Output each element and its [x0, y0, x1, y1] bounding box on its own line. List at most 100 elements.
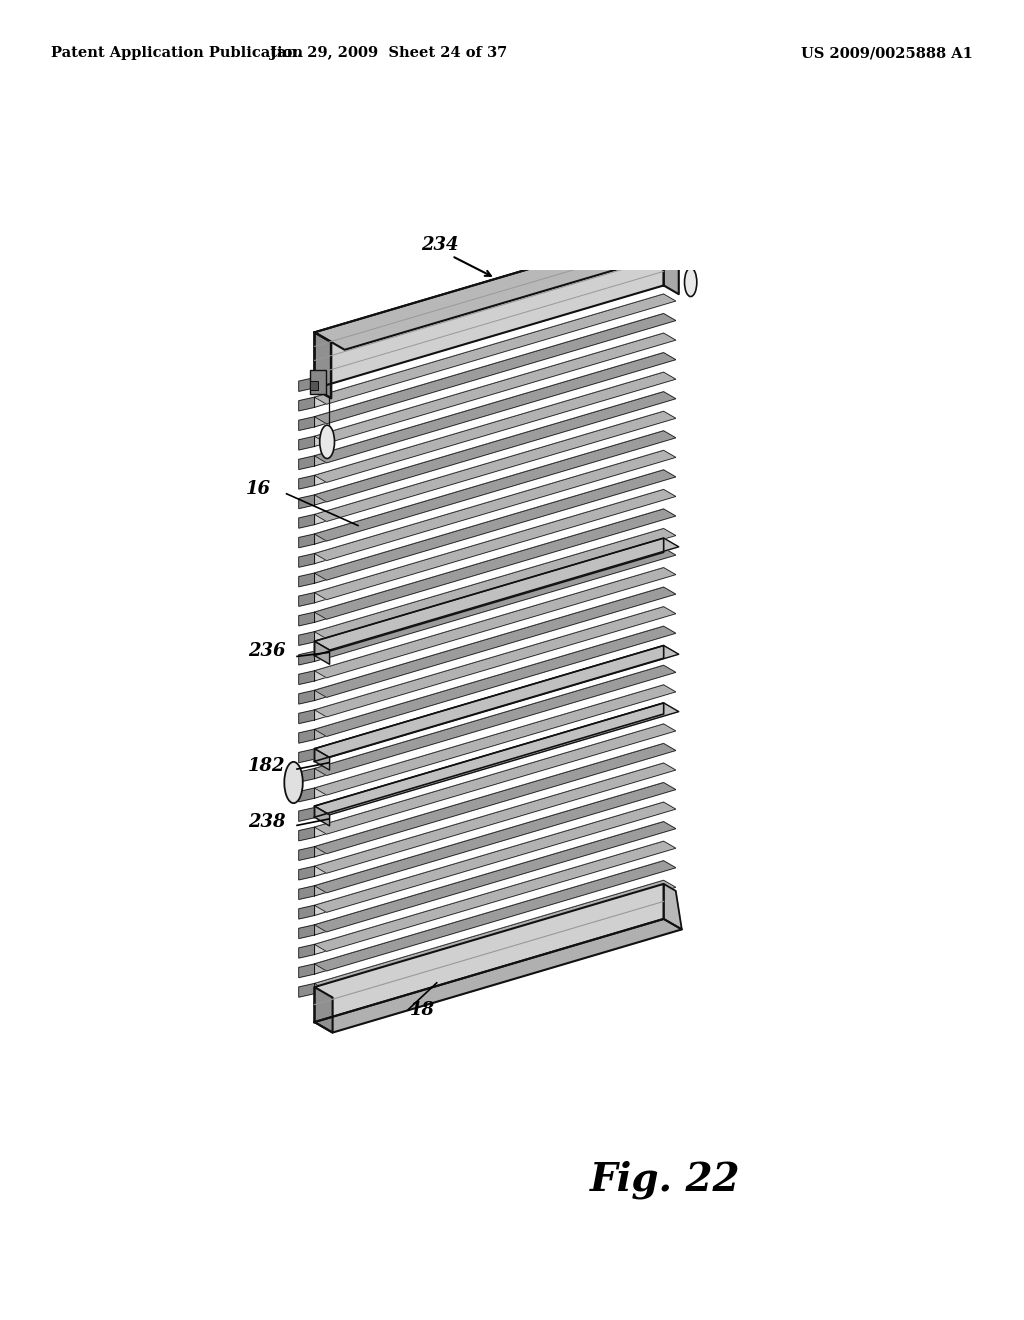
Polygon shape: [314, 705, 676, 814]
Bar: [310, 371, 327, 395]
Polygon shape: [299, 925, 314, 939]
Polygon shape: [664, 884, 682, 929]
Polygon shape: [299, 671, 314, 685]
Polygon shape: [299, 535, 314, 548]
Polygon shape: [314, 528, 664, 642]
Polygon shape: [314, 861, 664, 974]
Polygon shape: [299, 768, 314, 783]
Bar: [690, 234, 710, 256]
Polygon shape: [314, 587, 664, 701]
Text: 182: 182: [248, 756, 285, 775]
Polygon shape: [314, 807, 330, 826]
Polygon shape: [299, 437, 314, 450]
Polygon shape: [314, 333, 331, 399]
Polygon shape: [314, 352, 676, 463]
Polygon shape: [314, 430, 664, 544]
Polygon shape: [314, 626, 664, 739]
Polygon shape: [314, 607, 664, 719]
Polygon shape: [314, 861, 676, 972]
Polygon shape: [314, 412, 676, 521]
Polygon shape: [314, 539, 679, 649]
Polygon shape: [314, 510, 664, 622]
Polygon shape: [314, 372, 676, 482]
Polygon shape: [314, 626, 676, 737]
Polygon shape: [299, 748, 314, 763]
Polygon shape: [299, 632, 314, 645]
Polygon shape: [314, 314, 664, 426]
Polygon shape: [314, 230, 694, 350]
Polygon shape: [314, 490, 676, 599]
Polygon shape: [314, 430, 676, 541]
Polygon shape: [314, 490, 664, 603]
Bar: [310, 380, 318, 391]
Text: Jan. 29, 2009  Sheet 24 of 37: Jan. 29, 2009 Sheet 24 of 37: [270, 46, 508, 61]
Polygon shape: [314, 821, 676, 932]
Ellipse shape: [319, 425, 335, 458]
Polygon shape: [299, 651, 314, 665]
Polygon shape: [314, 294, 664, 408]
Polygon shape: [314, 821, 664, 935]
Polygon shape: [314, 783, 664, 896]
Polygon shape: [314, 548, 664, 661]
Polygon shape: [299, 417, 314, 430]
Polygon shape: [314, 748, 330, 770]
Polygon shape: [299, 475, 314, 488]
Text: 236: 236: [248, 643, 285, 660]
Text: Patent Application Publication: Patent Application Publication: [51, 46, 303, 61]
Polygon shape: [314, 705, 664, 817]
Text: US 2009/0025888 A1: US 2009/0025888 A1: [801, 46, 973, 61]
Polygon shape: [299, 866, 314, 880]
Polygon shape: [314, 763, 676, 874]
Polygon shape: [299, 710, 314, 723]
Bar: [692, 242, 701, 253]
Polygon shape: [314, 230, 664, 388]
Polygon shape: [314, 803, 676, 912]
Polygon shape: [314, 372, 664, 486]
Text: 16: 16: [246, 479, 270, 498]
Polygon shape: [299, 455, 314, 470]
Polygon shape: [314, 723, 676, 834]
Polygon shape: [299, 906, 314, 919]
Polygon shape: [314, 539, 664, 656]
Polygon shape: [299, 846, 314, 861]
Polygon shape: [314, 275, 676, 384]
Polygon shape: [314, 450, 664, 564]
Polygon shape: [299, 593, 314, 606]
Polygon shape: [314, 607, 676, 717]
Polygon shape: [314, 702, 679, 814]
Polygon shape: [314, 685, 676, 795]
Polygon shape: [314, 743, 664, 857]
Polygon shape: [299, 573, 314, 587]
Polygon shape: [314, 392, 664, 506]
Polygon shape: [314, 645, 676, 756]
Polygon shape: [314, 568, 664, 681]
Ellipse shape: [285, 762, 303, 803]
Polygon shape: [314, 743, 676, 854]
Polygon shape: [314, 450, 676, 561]
Polygon shape: [299, 788, 314, 801]
Polygon shape: [299, 808, 314, 821]
Text: 238: 238: [248, 813, 285, 830]
Polygon shape: [299, 397, 314, 411]
Polygon shape: [314, 880, 676, 990]
Polygon shape: [314, 841, 664, 954]
Polygon shape: [314, 884, 664, 1022]
Polygon shape: [314, 470, 676, 579]
Polygon shape: [299, 886, 314, 899]
Polygon shape: [314, 685, 664, 799]
Polygon shape: [314, 392, 676, 502]
Polygon shape: [314, 665, 664, 779]
Polygon shape: [314, 470, 664, 583]
Polygon shape: [299, 944, 314, 958]
Polygon shape: [314, 275, 664, 388]
Polygon shape: [664, 230, 679, 294]
Text: 234: 234: [421, 236, 459, 255]
Polygon shape: [314, 352, 664, 466]
Polygon shape: [299, 983, 314, 997]
Polygon shape: [299, 515, 314, 528]
Polygon shape: [314, 642, 330, 664]
Polygon shape: [314, 548, 676, 659]
Polygon shape: [299, 730, 314, 743]
Polygon shape: [314, 763, 664, 876]
Polygon shape: [314, 333, 664, 446]
